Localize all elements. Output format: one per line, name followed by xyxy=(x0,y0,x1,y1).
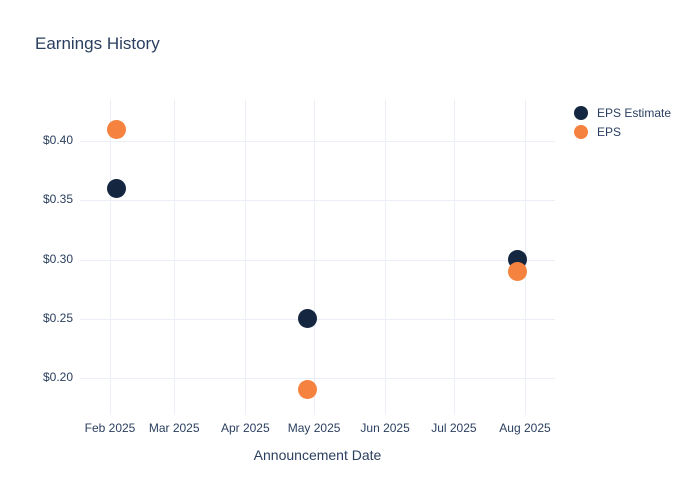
gridline-vertical xyxy=(385,100,387,415)
legend-item-eps-estimate[interactable]: EPS Estimate xyxy=(574,103,671,122)
data-point-eps-estimate[interactable] xyxy=(106,178,126,198)
y-axis: $0.20 $0.25 $0.30 $0.35 $0.40 xyxy=(0,100,75,415)
y-tick-label: $0.35 xyxy=(42,192,73,207)
gridline-vertical xyxy=(314,100,316,415)
legend-marker-icon xyxy=(574,105,588,120)
legend: EPS Estimate EPS xyxy=(574,103,671,141)
data-point-eps[interactable] xyxy=(297,380,317,400)
gridline-vertical xyxy=(174,100,176,415)
gridline-horizontal xyxy=(80,318,555,320)
x-tick-label: Jul 2025 xyxy=(431,421,477,435)
x-tick-label: May 2025 xyxy=(287,421,341,435)
data-point-eps[interactable] xyxy=(106,119,126,139)
y-tick-label: $0.30 xyxy=(42,251,73,266)
legend-marker-icon xyxy=(574,124,588,139)
y-tick-label: $0.40 xyxy=(42,133,73,147)
plot-area[interactable] xyxy=(80,100,555,415)
gridline-horizontal xyxy=(80,141,555,142)
gridline-horizontal xyxy=(80,259,555,261)
y-tick-label: $0.20 xyxy=(42,370,73,384)
x-tick-label: Feb 2025 xyxy=(84,421,136,435)
x-tick-label: Jun 2025 xyxy=(360,421,410,435)
legend-item-label: EPS Estimate xyxy=(597,105,672,120)
legend-item-eps[interactable]: EPS xyxy=(574,122,671,141)
x-tick-label: Aug 2025 xyxy=(499,421,551,435)
gridline-vertical xyxy=(453,100,455,415)
data-point-eps-estimate[interactable] xyxy=(297,309,317,329)
x-tick-label: Mar 2025 xyxy=(148,421,200,435)
gridline-vertical xyxy=(245,100,247,415)
x-tick-label: Apr 2025 xyxy=(220,421,270,435)
gridline-horizontal xyxy=(80,200,555,202)
gridline-vertical xyxy=(110,100,111,415)
x-axis: Feb 2025 Mar 2025 Apr 2025 May 2025 Jun 2025… xyxy=(80,415,555,437)
legend-item-label: EPS xyxy=(597,124,622,139)
chart-title: Earnings History xyxy=(35,34,160,53)
gridline-horizontal xyxy=(80,378,555,379)
y-tick-label: $0.25 xyxy=(42,310,73,325)
data-point-eps[interactable] xyxy=(508,261,528,281)
x-axis-title: Announcement Date xyxy=(253,447,382,463)
